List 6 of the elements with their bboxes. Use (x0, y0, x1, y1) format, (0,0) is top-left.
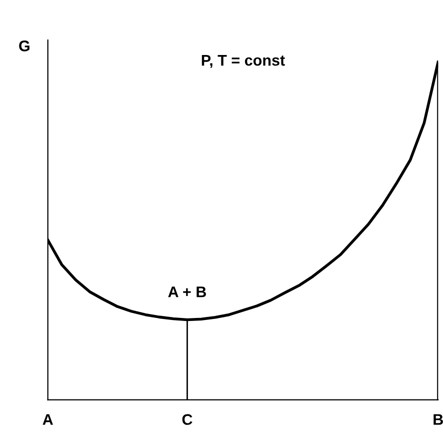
x-tick-label: B (434, 414, 443, 425)
y-axis-title: G (19, 40, 30, 52)
x-tick-label: C (182, 414, 192, 425)
annotation: P, T = const (202, 55, 285, 68)
x-tick-label: A (42, 414, 53, 425)
annotation: A + B (168, 286, 206, 298)
